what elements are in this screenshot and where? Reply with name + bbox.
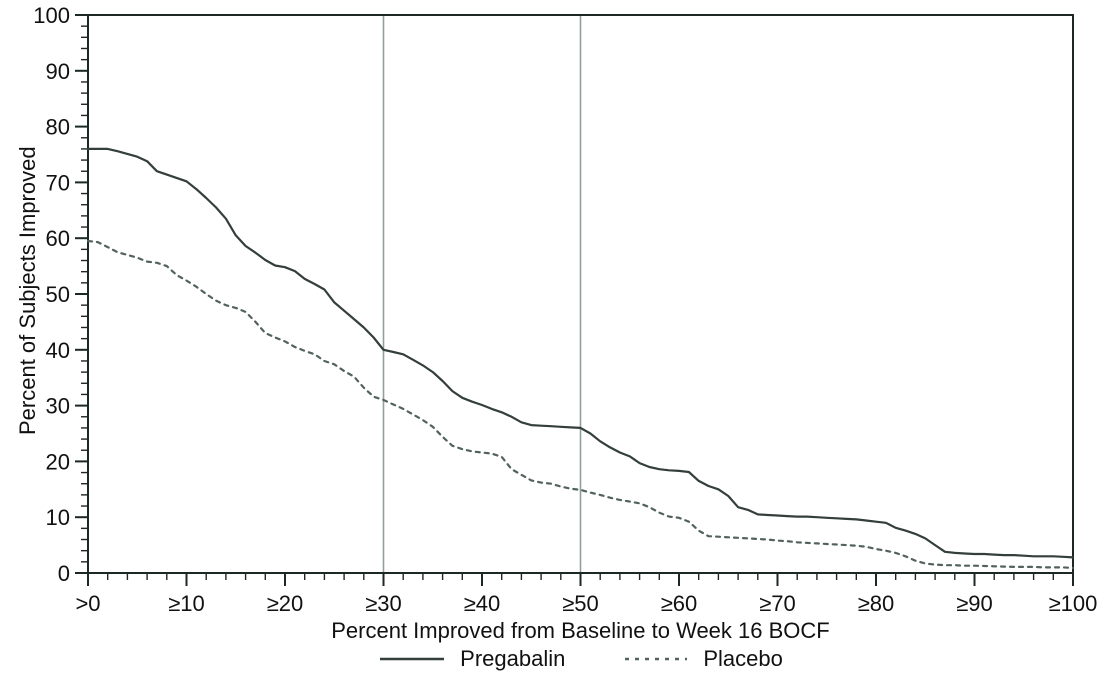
x-axis-title: Percent Improved from Baseline to Week 1… [331, 618, 830, 643]
x-tick-label: ≥10 [168, 591, 205, 616]
x-tick-label: ≥90 [956, 591, 993, 616]
legend-dashed-line-icon [625, 657, 688, 661]
y-tick-label: 10 [46, 505, 70, 530]
x-tick-label: ≥20 [267, 591, 304, 616]
series-line-placebo [86, 239, 1075, 570]
y-tick-label: 100 [33, 3, 70, 28]
x-tick-label: ≥70 [759, 591, 796, 616]
y-tick-label: 50 [46, 282, 70, 307]
y-tick-label: 0 [58, 561, 70, 586]
legend-label-placebo: Placebo [703, 646, 783, 671]
x-tick-label: ≥100 [1049, 591, 1098, 616]
x-tick-label: ≥80 [858, 591, 895, 616]
legend-label-pregabalin: Pregabalin [460, 646, 566, 671]
y-tick-label: 90 [46, 59, 70, 84]
legend-solid-line-icon [380, 657, 445, 661]
x-tick-label: ≥30 [365, 591, 402, 616]
y-axis-title: Percent of Subjects Improved [15, 146, 40, 435]
series-line-pregabalin [86, 147, 1075, 559]
x-tick-label: ≥50 [562, 591, 599, 616]
y-tick-label: 60 [46, 226, 70, 251]
y-tick-label: 30 [46, 394, 70, 419]
y-tick-label: 20 [46, 449, 70, 474]
x-tick-label: >0 [75, 591, 100, 616]
legend: Pregabalin Placebo [88, 646, 1073, 672]
y-tick-label: 80 [46, 115, 70, 140]
y-tick-label: 40 [46, 338, 70, 363]
x-tick-label: ≥60 [661, 591, 698, 616]
x-tick-label: ≥40 [464, 591, 501, 616]
y-tick-label: 70 [46, 170, 70, 195]
